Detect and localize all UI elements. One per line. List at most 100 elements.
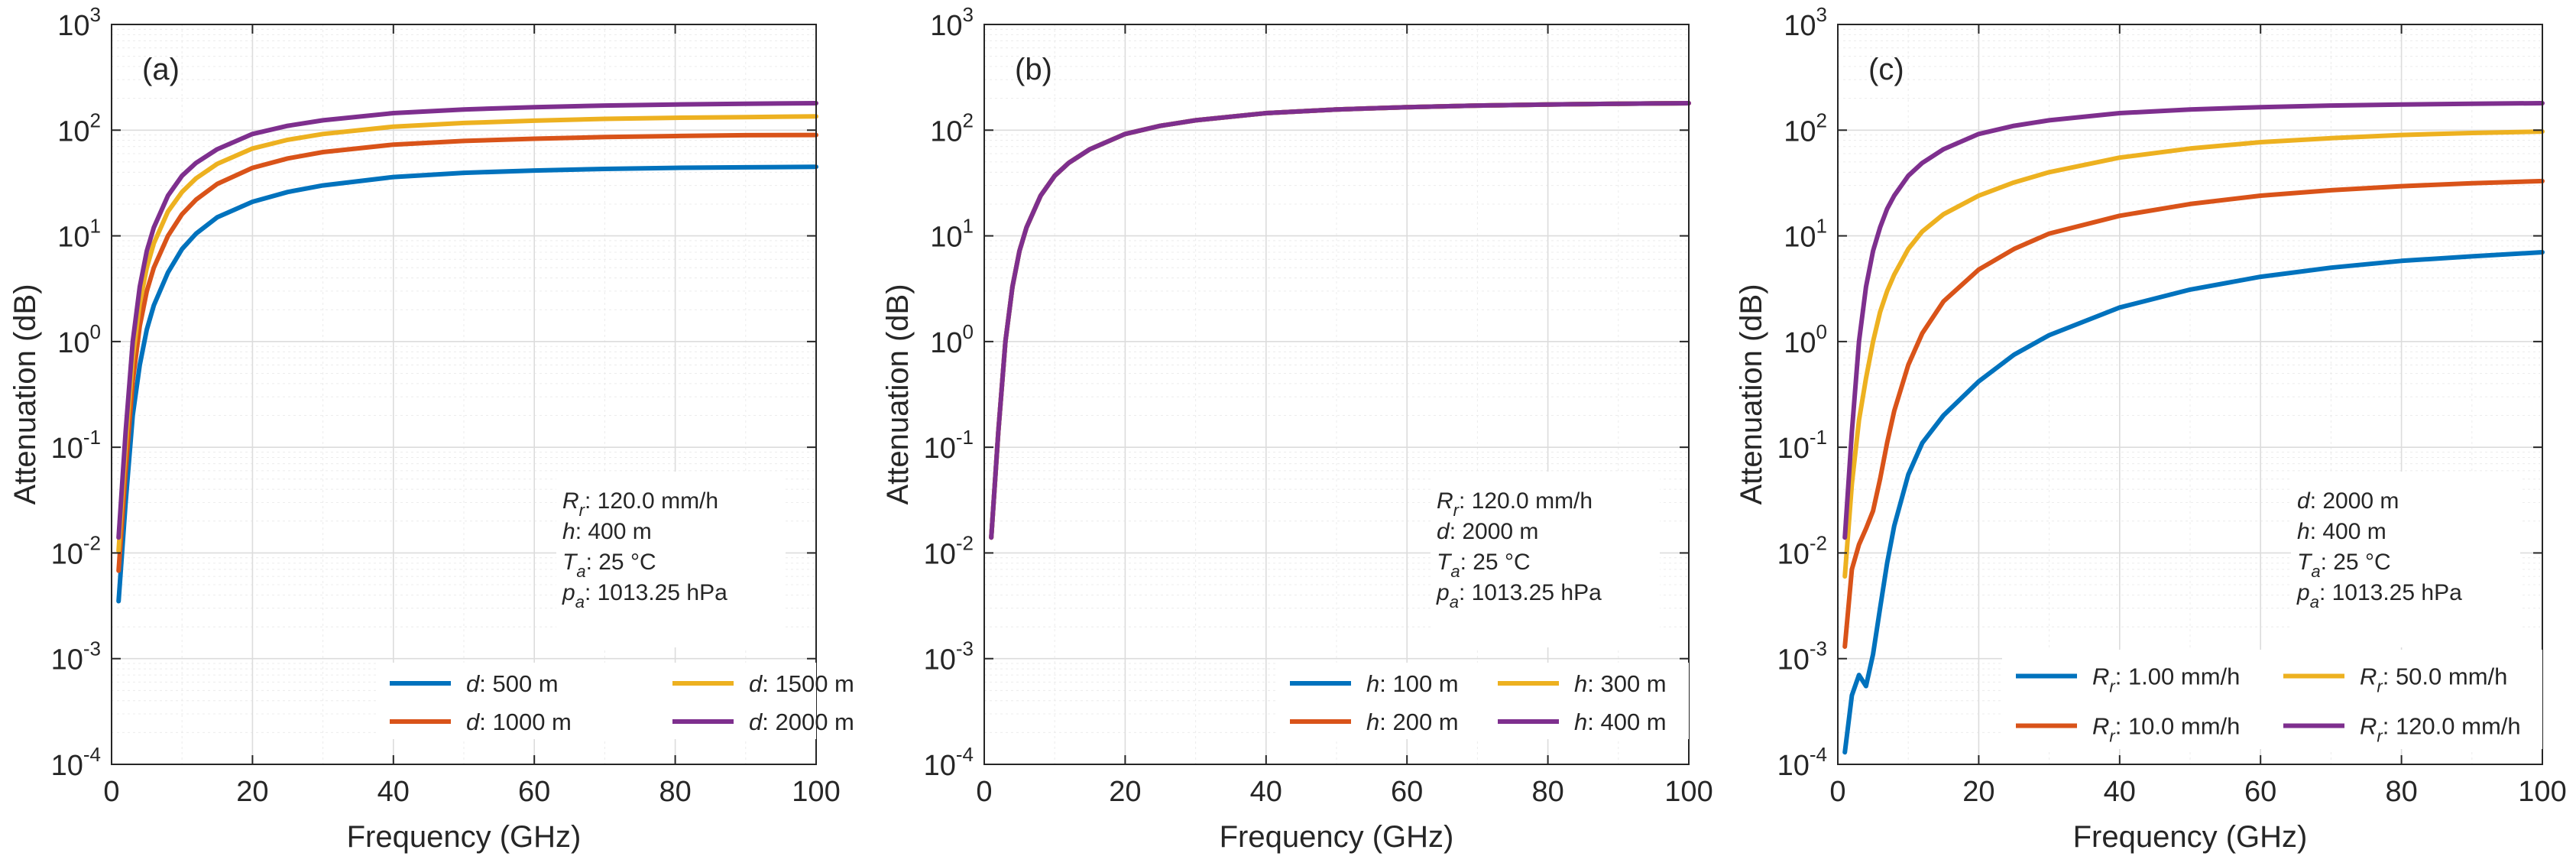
legend-label: Rr: 10.0 mm/h [2092,713,2240,746]
legend-item: h: 300 m [1498,670,1667,697]
chart-panel-a: 0 20 40 60 80 100 10-4 10-3 10-2 10-1 100 101 102 103… [8,3,854,854]
series-lines [1842,101,2545,755]
x-tick-label: 60 [2244,776,2276,808]
x-tick-label: 20 [1962,776,1994,808]
y-axis-label: Attenuation (dB) [881,284,915,504]
panel-label: (a) [142,53,180,86]
legend-item: d: 500 m [390,670,559,697]
y-axis-label: Attenuation (dB) [1735,284,1768,504]
annotation-line: Ta: 25 °C [2297,550,2391,581]
annotation-background [1431,472,1660,647]
annotation-background [2291,472,2520,647]
legend-background [2002,650,2542,749]
annotation-line: h: 400 m [562,519,652,544]
series-line-d-4 [116,101,818,540]
major-grid [1838,24,2542,764]
x-tick-label: 40 [377,776,410,808]
legend-background [376,663,816,739]
legend-background [1276,663,1689,739]
x-tick-label: 40 [2104,776,2136,808]
y-tick-label: 102 [1784,109,1827,148]
legend-item: d: 1000 m [390,709,572,735]
legend-label: d: 500 m [466,670,559,697]
legend-item: h: 100 m [1290,670,1459,697]
series-line-Rr-4 [1842,101,2545,540]
panel-label: (b) [1015,53,1052,86]
y-tick-label: 100 [1784,320,1827,359]
x-tick-label: 20 [236,776,268,808]
legend-item: h: 400 m [1498,709,1667,735]
legend: d: 500 m d: 1000 m d: 1500 m d: 2000 m [376,663,854,739]
x-tick-label: 0 [1829,776,1845,808]
y-tick-label: 102 [57,109,101,148]
annotation-line: Ta: 25 °C [1437,550,1531,581]
parameter-annotation: Rr: 120.0 mm/hd: 2000 m Ta: 25 °Cpa: 1013… [1431,472,1660,647]
y-tick-label: 10-1 [1777,426,1827,465]
x-axis-label: Frequency (GHz) [1220,820,1454,854]
legend-label: h: 400 m [1574,709,1667,735]
y-axis-label: Attenuation (dB) [8,284,42,504]
annotation-line: Rr: 120.0 mm/h [1437,488,1593,520]
x-tick-label: 80 [1531,776,1563,808]
y-tick-label: 101 [1784,215,1827,254]
parameter-annotation: d: 2000 m h: 400 m Ta: 25 °Cpa: 1013.25 hP… [2291,472,2520,647]
x-tick-label: 20 [1109,776,1141,808]
y-tick-label: 10-4 [924,743,974,782]
ticks: 0 20 40 60 80 100 10-4 10-3 10-2 10-1 100 101 102 103 [1777,3,2567,808]
y-tick-label: 103 [1784,3,1827,42]
y-tick-label: 10-3 [51,637,101,676]
series-line-d-1 [116,164,818,604]
y-tick-label: 100 [930,320,974,359]
y-tick-label: 10-1 [924,426,974,465]
y-tick-label: 10-2 [1777,531,1827,570]
annotation-line: pa: 1013.25 hPa [562,580,727,611]
legend-item: d: 1500 m [672,670,854,697]
legend-label: d: 2000 m [749,709,854,735]
y-tick-label: 10-2 [51,531,101,570]
x-tick-label: 100 [792,776,840,808]
panels: 0 20 40 60 80 100 10-4 10-3 10-2 10-1 100 101 102 103… [8,3,2567,854]
annotation-line: pa: 1013.25 hPa [1436,580,1602,611]
annotation-line: Ta: 25 °C [562,550,656,581]
y-tick-label: 10-3 [1777,637,1827,676]
x-tick-label: 100 [1664,776,1712,808]
y-tick-label: 103 [57,3,101,42]
legend: h: 100 m h: 200 m h: 300 m h: 400 m [1276,663,1689,739]
ticks: 0 20 40 60 80 100 10-4 10-3 10-2 10-1 100 101 102 103 [51,3,841,808]
annotation-line: d: 2000 m [2297,488,2399,514]
legend-label: h: 200 m [1366,709,1459,735]
series-line-d-3 [116,114,818,553]
y-tick-label: 10-1 [51,426,101,465]
legend-label: Rr: 1.00 mm/h [2092,663,2240,696]
y-tick-label: 101 [930,215,974,254]
y-tick-label: 10-4 [51,743,101,782]
legend-item: h: 200 m [1290,709,1459,735]
x-tick-label: 60 [518,776,550,808]
legend-item: Rr: 1.00 mm/h [2016,663,2240,696]
legend-label: h: 100 m [1366,670,1459,697]
x-tick-label: 80 [659,776,691,808]
axes-frame [983,24,1690,765]
x-axis-label: Frequency (GHz) [347,820,582,854]
x-tick-label: 100 [2518,776,2566,808]
legend-item: d: 2000 m [672,709,854,735]
series-line-Rr-2 [1842,178,2545,649]
x-tick-label: 80 [2385,776,2417,808]
legend-item: Rr: 10.0 mm/h [2016,713,2240,746]
axes-frame [1837,24,2543,765]
series-line-Rr-3 [1842,129,2545,579]
x-tick-label: 0 [103,776,119,808]
series-line-d-2 [116,132,818,573]
axes-frame [111,24,817,765]
ticks: 0 20 40 60 80 100 10-4 10-3 10-2 10-1 100 101 102 103 [924,3,1713,808]
legend: Rr: 1.00 mm/h Rr: 10.0 mm/h Rr: 50.0 mm/h R… [2002,650,2542,749]
annotation-line: h: 400 m [2297,519,2386,544]
legend-label: d: 1500 m [749,670,854,697]
y-tick-label: 10-4 [1777,743,1827,782]
legend-label: Rr: 120.0 mm/h [2360,713,2521,746]
annotation-line: d: 2000 m [1437,519,1538,544]
x-tick-label: 0 [976,776,992,808]
legend-item: Rr: 50.0 mm/h [2283,663,2507,696]
y-tick-label: 103 [930,3,974,42]
